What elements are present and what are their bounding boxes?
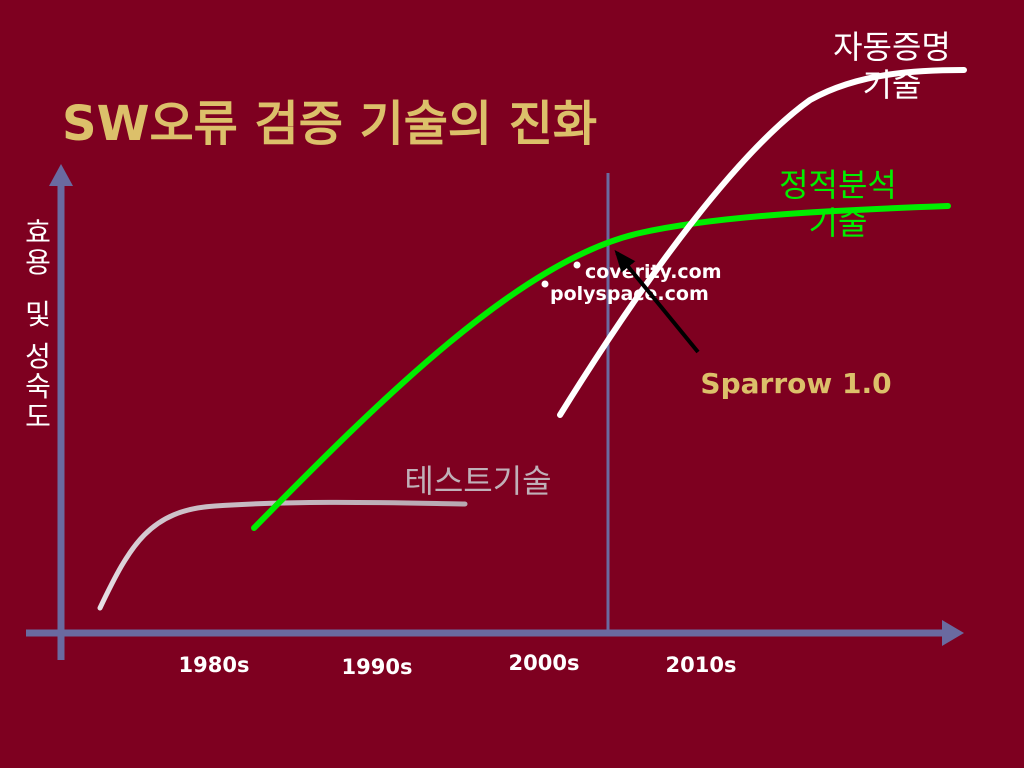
coverity-dot <box>573 261 581 269</box>
x-tick-1990s: 1990s <box>342 655 413 679</box>
y-axis-arrowhead <box>49 164 73 186</box>
static-analysis-label-line1: 정적분석 <box>779 166 897 204</box>
static-analysis-label-line2: 기술 <box>809 204 868 242</box>
x-tick-2010s: 2010s <box>666 653 737 677</box>
testing-curve-label: 테스트기술 <box>404 462 551 500</box>
y-axis-label-char: 용 <box>25 246 51 279</box>
y-axis-label-char: 효 <box>25 216 51 249</box>
auto-proof-curve <box>557 67 967 418</box>
slide-title: SW오류 검증 기술의 진화 <box>62 96 597 152</box>
testing-curve <box>97 499 468 611</box>
x-tick-2000s: 2000s <box>509 651 580 675</box>
sparrow-label: Sparrow 1.0 <box>700 367 891 400</box>
y-axis-label-char: 및 <box>25 298 51 331</box>
y-axis-label-char: 성 <box>25 340 51 373</box>
auto-proof-label-line1: 자동증명 <box>833 28 951 66</box>
x-axis-arrowhead <box>942 620 964 646</box>
polyspace-dot <box>541 280 549 288</box>
y-axis-label-char: 도 <box>25 400 51 433</box>
polyspace-label: polyspace.com <box>550 283 709 305</box>
x-tick-1980s: 1980s <box>179 653 250 677</box>
y-axis-label-char: 숙 <box>25 370 51 403</box>
coverity-label: coverity.com <box>585 261 722 283</box>
auto-proof-label-line2: 기술 <box>863 66 922 104</box>
sparrow-arrow <box>614 249 700 354</box>
static-analysis-curve <box>251 203 951 531</box>
